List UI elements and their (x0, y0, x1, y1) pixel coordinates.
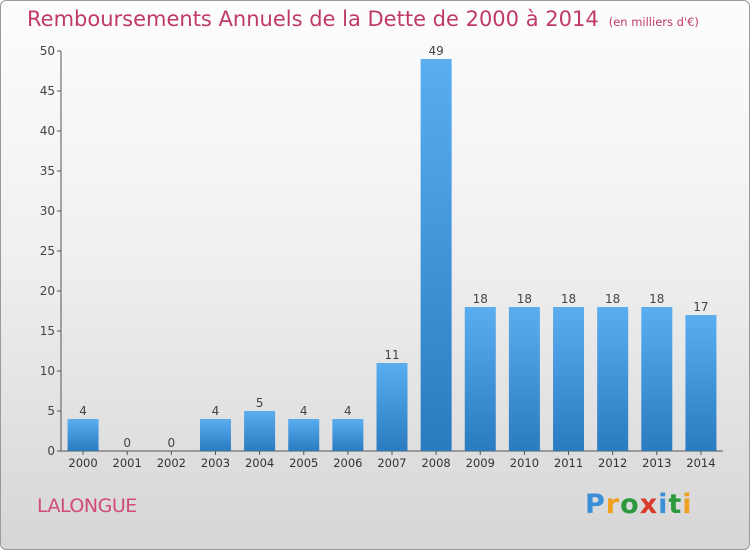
data-label: 18 (561, 292, 576, 306)
bar (332, 419, 364, 451)
y-tick-label: 50 (40, 44, 55, 58)
bar (553, 307, 585, 451)
x-tick-label: 2013 (642, 456, 671, 470)
unit-note: (en milliers d'€) (608, 15, 699, 29)
bar (244, 411, 276, 451)
x-tick-label: 2012 (598, 456, 627, 470)
x-tick-label: 2001 (113, 456, 142, 470)
title-text: Remboursements Annuels de la Dette de 20… (27, 7, 599, 31)
data-label: 0 (123, 436, 131, 450)
y-tick-label: 30 (40, 204, 55, 218)
bars (67, 59, 717, 451)
x-tick-label: 2000 (68, 456, 97, 470)
place-name: LALONGUE (37, 495, 137, 517)
data-label: 4 (344, 404, 352, 418)
chart-title: Remboursements Annuels de la Dette de 20… (27, 7, 699, 31)
x-tick-label: 2005 (289, 456, 318, 470)
x-tick-label: 2011 (554, 456, 583, 470)
logo-letter: P (585, 489, 606, 520)
data-label: 4 (79, 404, 87, 418)
x-tick-label: 2009 (466, 456, 495, 470)
data-label: 18 (473, 292, 488, 306)
x-tick-label: 2007 (377, 456, 406, 470)
x-tick-label: 2006 (333, 456, 362, 470)
x-tick-label: 2014 (686, 456, 715, 470)
logo-letter: i (682, 489, 693, 520)
y-tick-label: 45 (40, 84, 55, 98)
data-label: 4 (300, 404, 308, 418)
bar (685, 315, 717, 451)
logo-letter: x (639, 489, 659, 520)
data-label: 18 (649, 292, 664, 306)
logo-letter: t (668, 489, 683, 520)
logo-letter: r (605, 489, 621, 520)
logo-letter: o (620, 489, 640, 520)
y-tick-label: 25 (40, 244, 55, 258)
data-labels: 4 0 0 4 5 4 4 11 49 18 18 18 18 18 17 (79, 44, 708, 450)
bar (199, 419, 231, 451)
y-tick-label: 15 (40, 324, 55, 338)
y-tick-label: 0 (47, 444, 55, 458)
bar (508, 307, 540, 451)
bar (376, 363, 408, 451)
data-label: 18 (517, 292, 532, 306)
bar (67, 419, 99, 451)
data-label: 0 (168, 436, 176, 450)
y-tick-label: 20 (40, 284, 55, 298)
y-tick-label: 5 (47, 404, 55, 418)
proxiti-logo[interactable]: Proxiti (585, 489, 693, 520)
bar (420, 59, 452, 451)
x-tick-label: 2010 (510, 456, 539, 470)
data-label: 11 (384, 348, 399, 362)
x-tick-label: 2002 (157, 456, 186, 470)
bar (641, 307, 673, 451)
y-tick-label: 40 (40, 124, 55, 138)
data-label: 5 (256, 396, 264, 410)
data-label: 17 (693, 300, 708, 314)
x-tick-label: 2003 (201, 456, 230, 470)
bar (288, 419, 320, 451)
bar (464, 307, 496, 451)
x-tick-label: 2004 (245, 456, 274, 470)
y-tick-label: 10 (40, 364, 55, 378)
data-label: 18 (605, 292, 620, 306)
y-tick-label: 35 (40, 164, 55, 178)
data-label: 4 (212, 404, 220, 418)
data-label: 49 (428, 44, 443, 58)
bar (597, 307, 629, 451)
x-tick-label: 2008 (421, 456, 450, 470)
logo-letter: i (658, 489, 669, 520)
